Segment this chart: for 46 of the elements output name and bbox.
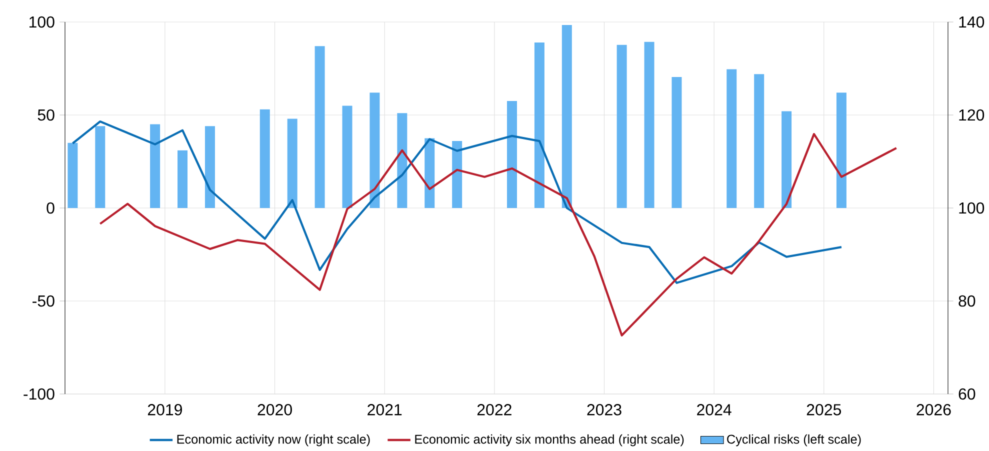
y2-tick-label: 60 bbox=[958, 388, 976, 400]
y2-tick-label: 80 bbox=[958, 295, 976, 307]
bar bbox=[150, 124, 160, 208]
bar bbox=[424, 138, 435, 208]
legend-label: Cyclical risks (left scale) bbox=[727, 434, 861, 446]
x-tick-label: 2019 bbox=[148, 404, 182, 416]
bar bbox=[204, 126, 215, 208]
bar bbox=[836, 92, 846, 208]
bar bbox=[672, 77, 682, 208]
x-tick-label: 2025 bbox=[806, 404, 841, 416]
bar bbox=[534, 42, 544, 208]
bar bbox=[370, 92, 380, 208]
y-tick-label: 0 bbox=[46, 202, 54, 214]
x-tick-label: 2021 bbox=[368, 404, 402, 416]
bar bbox=[562, 24, 572, 208]
y-tick-label: 50 bbox=[38, 109, 54, 121]
bar bbox=[95, 126, 106, 208]
x-tick-label: 2023 bbox=[587, 404, 622, 416]
bar bbox=[644, 42, 654, 208]
x-tick-label: 2020 bbox=[258, 404, 292, 416]
bar bbox=[616, 44, 627, 208]
bar bbox=[342, 106, 352, 208]
line-series bbox=[99, 133, 898, 336]
x-tick-label: 2022 bbox=[477, 404, 512, 416]
bar bbox=[782, 111, 792, 208]
bar bbox=[506, 101, 517, 208]
bar bbox=[68, 142, 78, 208]
y-tick-label: 100 bbox=[29, 16, 54, 28]
x-tick-label: 2026 bbox=[916, 404, 951, 416]
legend-label: Economic activity six months ahead (right scale) bbox=[415, 434, 684, 446]
y2-tick-label: 100 bbox=[959, 202, 984, 214]
bar bbox=[754, 74, 764, 208]
bar bbox=[260, 109, 270, 208]
bar bbox=[287, 118, 298, 208]
bar bbox=[314, 46, 325, 208]
y2-tick-label: 120 bbox=[959, 109, 984, 121]
y2-tick-label: 140 bbox=[959, 16, 984, 28]
y-tick-label: -50 bbox=[32, 295, 54, 307]
legend-label: Economic activity now (right scale) bbox=[177, 434, 370, 446]
bar bbox=[397, 113, 408, 208]
bar bbox=[178, 150, 188, 208]
y-tick-label: -100 bbox=[24, 388, 54, 400]
line-series bbox=[72, 120, 843, 284]
bar bbox=[452, 141, 462, 208]
bar bbox=[726, 69, 737, 208]
x-tick-label: 2024 bbox=[697, 404, 732, 416]
